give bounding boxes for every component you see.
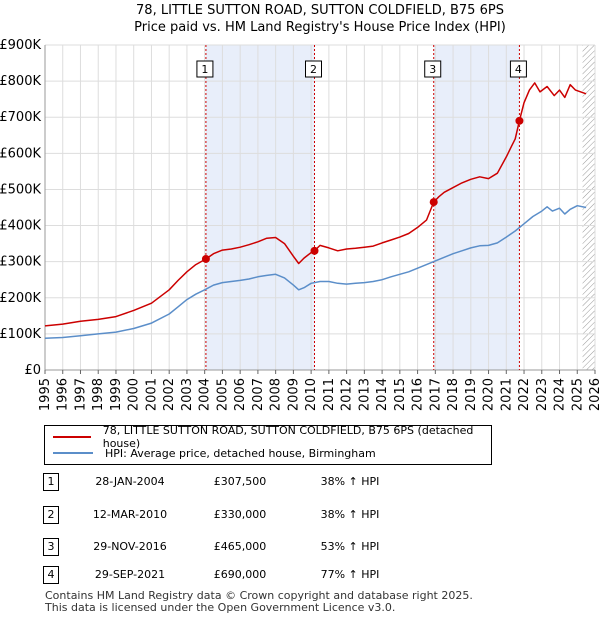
transaction-price: £465,000 <box>213 540 267 553</box>
legend-swatch-hpi <box>53 452 93 454</box>
transaction-marker-box <box>424 60 442 78</box>
x-tick-label: 2024 <box>553 378 568 411</box>
legend-item-hpi: HPI: Average price, detached house, Birm… <box>53 445 376 461</box>
transaction-hpi: 38% ↑ HPI <box>320 508 380 521</box>
footer-license: This data is licensed under the Open Gov… <box>45 601 396 614</box>
footer-copyright: Contains HM Land Registry data © Crown c… <box>45 589 473 602</box>
x-tick-label: 2016 <box>411 378 426 411</box>
y-tick-label: £500K <box>0 182 41 197</box>
table-row: 3 29-NOV-2016 £465,000 53% ↑ HPI <box>0 538 600 558</box>
x-tick-label: 2020 <box>482 378 497 411</box>
x-tick-label: 2010 <box>304 378 319 411</box>
x-tick-label: 2026 <box>588 378 600 411</box>
future-hatch-region <box>582 45 595 370</box>
legend-label-property: 78, LITTLE SUTTON ROAD, SUTTON COLDFIELD… <box>102 424 474 450</box>
transaction-marker-label: 4 <box>515 63 522 76</box>
x-tick-label: 2007 <box>251 378 266 411</box>
x-tick-label: 2003 <box>180 378 195 411</box>
transaction-price: £307,500 <box>213 475 267 488</box>
x-tick-label: 1999 <box>109 378 124 411</box>
x-tick-label: 2004 <box>198 378 213 411</box>
y-tick-label: £700K <box>0 110 41 125</box>
x-tick-label: 2001 <box>144 378 159 411</box>
legend-swatch-property <box>53 436 91 438</box>
x-tick-label: 1996 <box>56 378 71 411</box>
transaction-marker-box <box>196 60 214 78</box>
y-tick-label: £100K <box>0 327 41 342</box>
x-tick-label: 1997 <box>73 378 88 411</box>
x-tick-label: 2015 <box>393 378 408 411</box>
chart-subtitle: Price paid vs. HM Land Registry's House … <box>134 20 506 35</box>
y-tick-label: £800K <box>0 74 41 89</box>
transaction-point <box>310 246 319 255</box>
transaction-date: 29-NOV-2016 <box>93 540 167 553</box>
transaction-point <box>515 116 524 125</box>
x-tick-label: 2018 <box>446 378 461 411</box>
x-tick-label: 2025 <box>570 378 585 411</box>
shaded-ownership-span <box>205 45 315 370</box>
x-tick-label: 2012 <box>340 378 355 411</box>
x-tick-label: 2009 <box>286 378 301 411</box>
transaction-marker-label: 2 <box>310 63 317 76</box>
y-tick-label: £600K <box>0 146 41 161</box>
hpi-series-line <box>44 204 587 339</box>
x-tick-label: 2002 <box>162 378 177 411</box>
transaction-date: 29-SEP-2021 <box>94 568 166 581</box>
footer: Contains HM Land Registry data © Crown c… <box>45 590 473 614</box>
transaction-marker-label: 3 <box>429 63 436 76</box>
x-tick-label: 2011 <box>322 378 337 411</box>
transaction-price: £330,000 <box>213 508 267 521</box>
table-row: 2 12-MAR-2010 £330,000 38% ↑ HPI <box>0 506 600 526</box>
y-tick-label: £200K <box>0 291 41 306</box>
transaction-point <box>429 198 438 207</box>
x-tick-label: 2005 <box>215 378 230 411</box>
transaction-number: 3 <box>43 538 59 556</box>
y-tick-label: £400K <box>0 219 41 234</box>
x-tick-label: 1995 <box>38 378 53 411</box>
transaction-marker-label: 1 <box>201 63 208 76</box>
transaction-date: 28-JAN-2004 <box>95 475 165 488</box>
y-tick-label: £300K <box>0 255 41 270</box>
legend-item-property: 78, LITTLE SUTTON ROAD, SUTTON COLDFIELD… <box>53 424 491 450</box>
x-tick-label: 2014 <box>375 378 390 411</box>
table-row: 4 29-SEP-2021 £690,000 77% ↑ HPI <box>0 566 600 586</box>
transaction-number: 4 <box>43 566 59 584</box>
x-tick-label: 2013 <box>357 378 372 411</box>
price-chart: 78, LITTLE SUTTON ROAD, SUTTON COLDFIELD… <box>0 3 600 411</box>
transaction-hpi: 77% ↑ HPI <box>320 568 380 581</box>
y-tick-label: £0 <box>24 363 41 378</box>
x-tick-label: 2017 <box>428 378 443 411</box>
transaction-point <box>201 254 210 263</box>
x-tick-label: 2021 <box>499 378 514 411</box>
transaction-marker-box <box>509 60 527 78</box>
x-tick-label: 1998 <box>91 378 106 411</box>
table-row: 1 28-JAN-2004 £307,500 38% ↑ HPI <box>0 473 600 493</box>
shaded-ownership-span <box>433 45 520 370</box>
property-series-line <box>44 82 587 327</box>
x-tick-label: 2006 <box>233 378 248 411</box>
x-tick-label: 2019 <box>464 378 479 411</box>
legend: 78, LITTLE SUTTON ROAD, SUTTON COLDFIELD… <box>44 424 492 465</box>
transaction-hpi: 38% ↑ HPI <box>320 475 380 488</box>
transaction-hpi: 53% ↑ HPI <box>320 540 380 553</box>
x-tick-label: 2008 <box>269 378 284 411</box>
y-tick-label: £900K <box>0 38 41 53</box>
transaction-date: 12-MAR-2010 <box>92 508 168 521</box>
transaction-marker-box <box>305 60 322 78</box>
x-tick-label: 2000 <box>127 378 142 411</box>
transaction-number: 1 <box>43 473 59 491</box>
x-tick-label: 2023 <box>535 378 550 411</box>
legend-label-hpi: HPI: Average price, detached house, Birm… <box>105 446 376 460</box>
transaction-number: 2 <box>43 506 59 524</box>
x-tick-label: 2022 <box>517 378 532 411</box>
transaction-price: £690,000 <box>213 568 267 581</box>
chart-title: 78, LITTLE SUTTON ROAD, SUTTON COLDFIELD… <box>136 3 504 18</box>
